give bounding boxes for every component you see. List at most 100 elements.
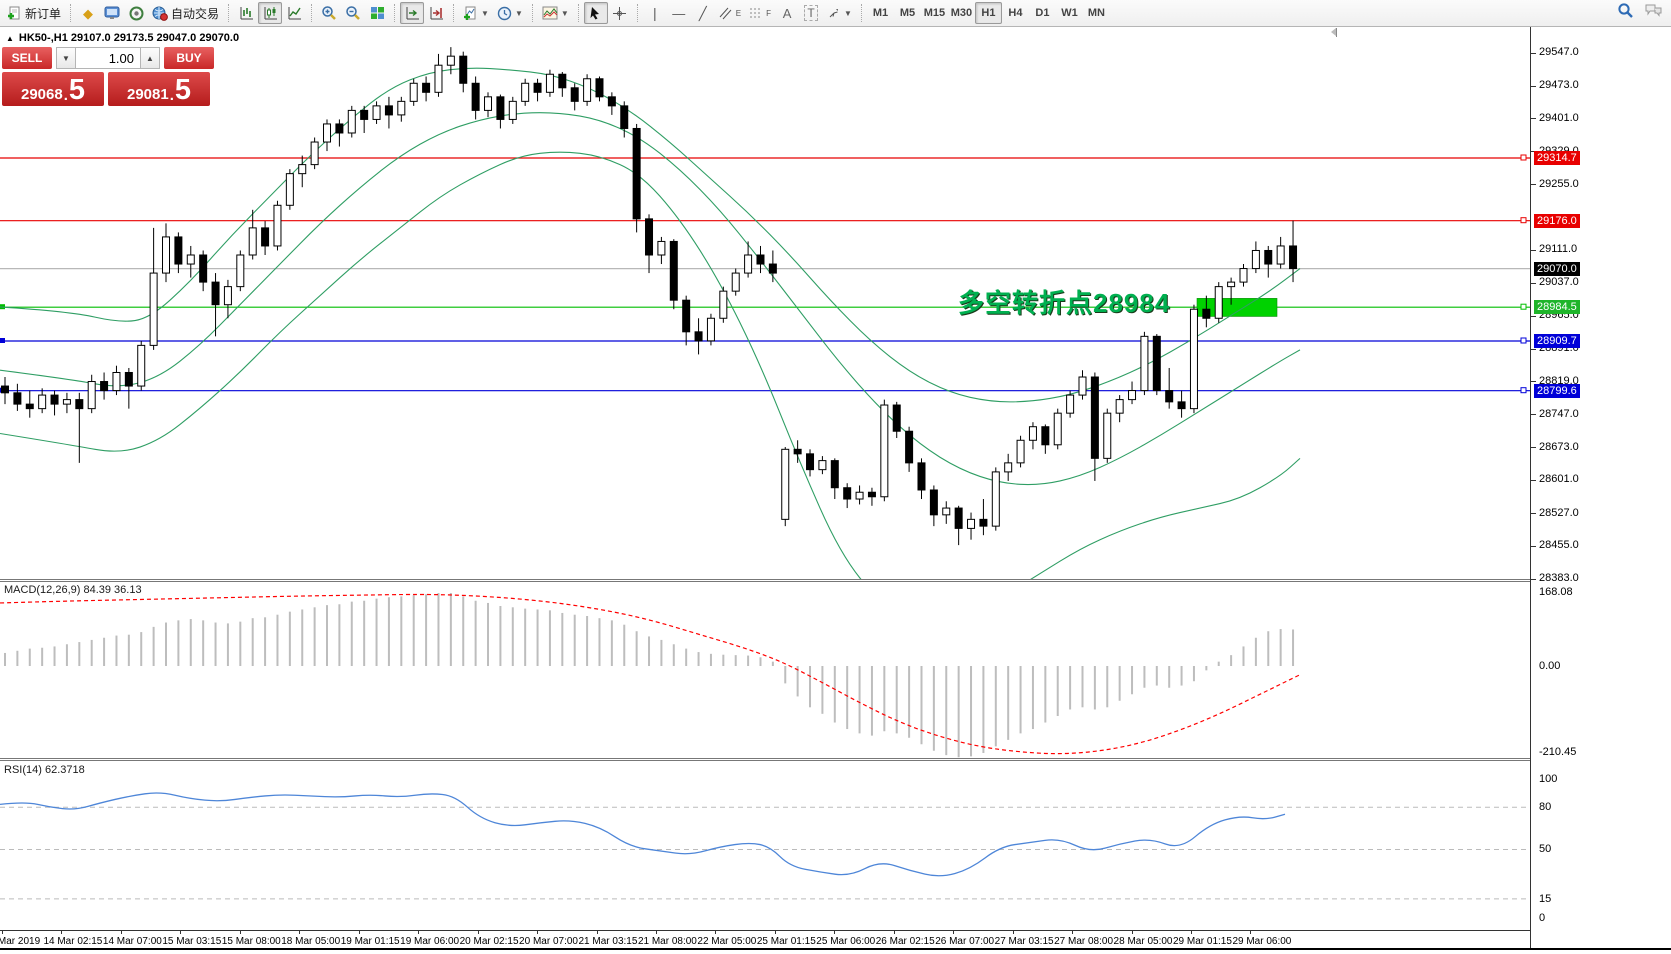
bull-candle <box>1140 335 1149 392</box>
bear-candle <box>13 392 22 405</box>
sell-button[interactable]: SELL <box>2 47 52 69</box>
timeframe-m1[interactable]: M1 <box>872 7 889 19</box>
new-order-button[interactable]: 新订单 <box>3 2 65 24</box>
cursor-button[interactable] <box>583 2 608 24</box>
price-axis[interactable]: 29547.029473.029401.029329.029255.029111… <box>1531 27 1671 948</box>
bull-candle <box>285 173 294 206</box>
indicators-button[interactable]: ▼ <box>459 2 493 24</box>
bar-chart-button[interactable] <box>234 2 258 24</box>
chart-shift-button[interactable] <box>424 2 448 24</box>
shapes-button[interactable]: ▼ <box>823 2 856 24</box>
timeframe-d1[interactable]: D1 <box>1035 7 1050 19</box>
crosshair-button[interactable] <box>608 2 632 24</box>
bear-candle <box>124 371 133 387</box>
time-tick-mark <box>358 930 360 934</box>
rsi-scale-label: 50 <box>1539 843 1552 855</box>
bull-candle <box>1189 308 1198 410</box>
fibonacci-button[interactable]: F <box>745 2 775 24</box>
timeframe-h4[interactable]: H4 <box>1008 7 1023 19</box>
axis-tick-mark <box>1531 151 1536 152</box>
price-level-badge: 28984.5 <box>1534 300 1580 315</box>
toolbar-separator <box>308 2 315 24</box>
bull-candle <box>1078 376 1087 396</box>
horizontal-line-button[interactable]: — <box>667 2 691 24</box>
zoom-out-button[interactable] <box>341 2 365 24</box>
time-tick-mark <box>239 930 241 934</box>
auto-trading-button[interactable]: 自动交易 <box>148 2 223 24</box>
data-window-button[interactable] <box>124 2 148 24</box>
periods-button[interactable]: ▼ <box>493 2 527 24</box>
buy-price-quote[interactable]: 29081 . 5 <box>108 72 210 106</box>
time-tick-label: 28 Mar 05:00 <box>1113 936 1173 947</box>
time-tick-label: 21 Mar 08:00 <box>637 936 697 947</box>
bull-candle <box>112 371 121 392</box>
text-button[interactable]: A <box>775 2 799 24</box>
time-tick-label: 29 Mar 01:15 <box>1173 936 1232 947</box>
trendline-button[interactable]: ╱ <box>691 2 715 24</box>
chat-icon[interactable] <box>1644 3 1663 18</box>
price-tick-label: 29111.0 <box>1539 243 1578 256</box>
one-click-trade-panel: SELL ▼ ▲ BUY 29068 . 5 29081 . 5 <box>2 47 214 106</box>
bull-candle <box>273 204 282 247</box>
line-handle <box>1520 154 1527 161</box>
time-tick-mark <box>1250 930 1252 934</box>
bull-candle <box>855 491 864 500</box>
chart-area[interactable]: ▲ HK50-,H1 29107.0 29173.5 29047.0 29070… <box>0 27 1671 954</box>
buy-button[interactable]: BUY <box>164 47 214 69</box>
bull-candle <box>323 123 332 143</box>
macd-scale-label: 0.00 <box>1539 660 1561 672</box>
indicators-caret-icon: ▼ <box>481 8 489 18</box>
bull-candle <box>223 286 232 306</box>
candlestick-chart-button[interactable] <box>258 2 283 24</box>
channel-button[interactable]: E <box>715 2 745 24</box>
auto-scroll-button[interactable] <box>400 2 425 24</box>
time-tick-mark <box>953 930 955 934</box>
zoom-out-icon <box>345 5 361 21</box>
timeframe-m30[interactable]: M30 <box>950 7 973 19</box>
volume-input[interactable] <box>76 47 140 69</box>
line-chart-button[interactable] <box>282 2 306 24</box>
main-price-chart[interactable] <box>0 27 1531 580</box>
price-tick-label: 29547.0 <box>1539 46 1579 58</box>
timeframe-m5[interactable]: M5 <box>899 7 916 19</box>
rsi-indicator-chart[interactable] <box>0 761 1531 930</box>
bull-candle <box>1251 249 1260 270</box>
time-tick-label: 15 Mar 03:15 <box>162 936 222 947</box>
bear-candle <box>768 263 777 274</box>
time-tick-mark <box>299 930 301 934</box>
vertical-line-button[interactable]: ❘ <box>643 2 667 24</box>
rsi-scale-label: 100 <box>1539 773 1558 785</box>
price-tick-label: 29401.0 <box>1539 111 1579 124</box>
timeframe-w1[interactable]: W1 <box>1061 7 1078 19</box>
bull-candle <box>137 344 146 387</box>
bear-candle <box>75 399 84 410</box>
tile-windows-button[interactable] <box>365 2 389 24</box>
volume-decrease-button[interactable]: ▼ <box>56 47 76 69</box>
chart-shift-marker <box>1329 28 1337 37</box>
bear-candle <box>496 96 505 120</box>
sell-price-quote[interactable]: 29068 . 5 <box>2 72 104 106</box>
macd-histogram <box>4 592 1295 758</box>
templates-button[interactable]: ▼ <box>538 2 573 24</box>
timeframe-m15[interactable]: M15 <box>923 7 946 19</box>
panel-separator[interactable] <box>0 758 1531 761</box>
time-tick-mark <box>1131 930 1133 934</box>
panel-separator[interactable] <box>0 579 1531 582</box>
search-icon[interactable] <box>1617 2 1634 19</box>
chart-annotation-text[interactable]: 多空转折点28984 <box>958 288 1171 318</box>
zoom-in-button[interactable] <box>317 2 341 24</box>
toolbar-separator <box>529 2 536 24</box>
timeframe-group: M1 M5 M15 M30 H1 H4 D1 W1 MN <box>867 2 1110 24</box>
funnel-button[interactable]: ◆ <box>76 2 100 24</box>
volume-increase-button[interactable]: ▲ <box>140 47 160 69</box>
bull-candle <box>1214 286 1223 319</box>
timeframe-h1[interactable]: H1 <box>974 2 1002 24</box>
price-tick-label: 29473.0 <box>1539 79 1579 92</box>
label-button[interactable]: T <box>799 2 823 24</box>
time-tick-label: 18 Mar 05:00 <box>281 936 341 947</box>
macd-indicator-chart[interactable] <box>0 582 1531 758</box>
timeframe-mn[interactable]: MN <box>1087 7 1105 19</box>
profile-button[interactable] <box>100 2 124 24</box>
bear-candle <box>595 78 604 98</box>
